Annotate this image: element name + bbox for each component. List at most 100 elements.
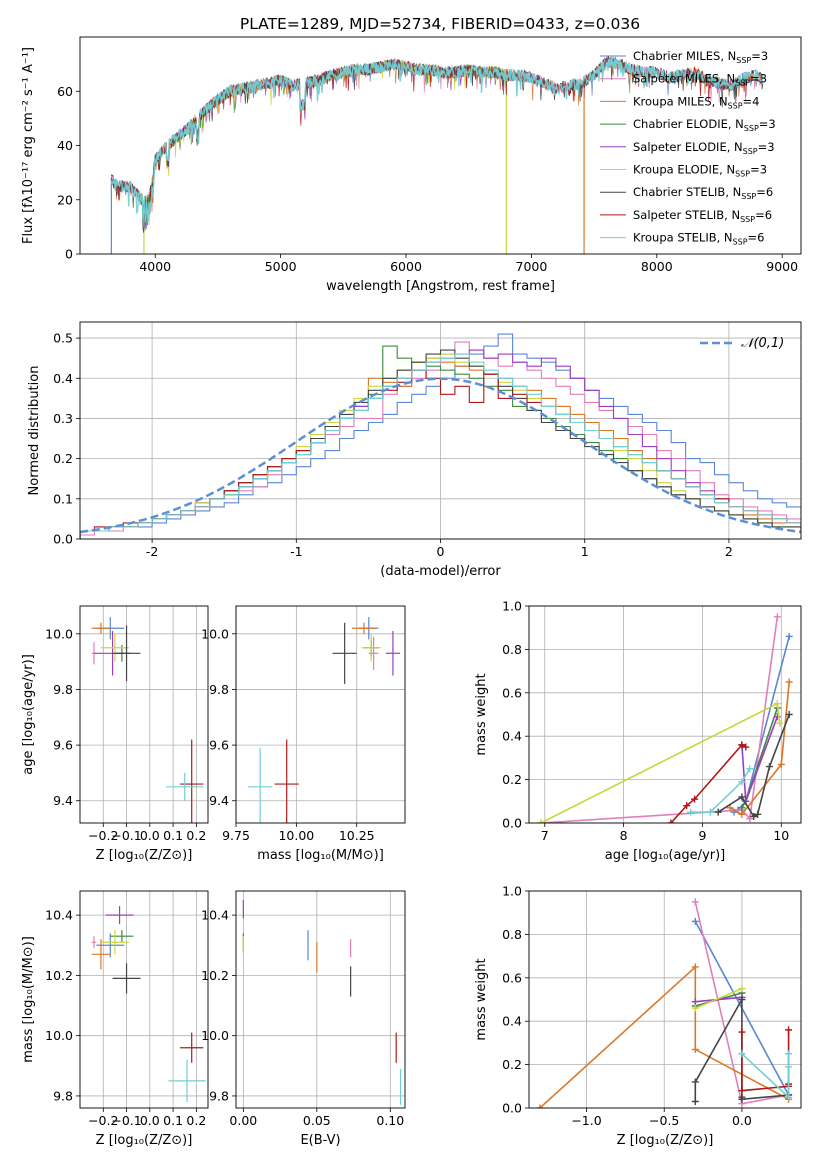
x-tick-label: 0.05 bbox=[303, 1113, 331, 1128]
data-point-marker bbox=[738, 810, 746, 818]
y-tick-label: 9.6 bbox=[209, 738, 229, 753]
panel-spectrum: 4000 5000 6000 7000 8000 9000 0 20 40 60 wavelengt… bbox=[21, 36, 802, 294]
x-tick-label: 0.0 bbox=[732, 1113, 752, 1128]
y-tick-label: 9.4 bbox=[209, 793, 229, 808]
x-tick-label: 6000 bbox=[390, 259, 422, 274]
x-axis-label: wavelength [Angstrom, rest frame] bbox=[326, 279, 555, 294]
data-point-marker bbox=[691, 1004, 699, 1012]
data-point-marker bbox=[738, 1028, 746, 1036]
legend-label: Chabrier MILES, NSSP=3 bbox=[633, 49, 768, 65]
y-tick-label: 40 bbox=[57, 138, 73, 153]
x-tick-label: 0.00 bbox=[229, 1113, 257, 1128]
x-tick-label: −0.1 bbox=[111, 1113, 141, 1128]
data-point-marker bbox=[750, 812, 758, 820]
data-point-marker bbox=[667, 819, 675, 823]
x-tick-label: −0.2 bbox=[88, 828, 118, 843]
legend-label: Kroupa STELIB, NSSP=6 bbox=[633, 231, 764, 247]
x-axis-label: Z [log₁₀(Z/Z⊙)] bbox=[96, 848, 193, 863]
y-tick-label: 0.2 bbox=[502, 1057, 522, 1072]
y-tick-label: 9.8 bbox=[209, 1088, 229, 1103]
y-tick-label: 0.4 bbox=[502, 1014, 522, 1029]
legend-label: Salpeter STELIB, NSSP=6 bbox=[633, 208, 772, 224]
plot-area-mass-vs-Z bbox=[91, 906, 206, 1102]
data-point-marker bbox=[691, 898, 699, 906]
data-point-marker bbox=[785, 1093, 793, 1101]
axes-frame bbox=[528, 605, 802, 824]
weight-series bbox=[540, 616, 779, 823]
y-tick-label: 0.6 bbox=[502, 685, 522, 700]
y-tick-label: 0.4 bbox=[53, 371, 73, 386]
x-tick-label: 4000 bbox=[139, 259, 171, 274]
y-tick-label: 0.0 bbox=[53, 532, 73, 547]
axes-frame bbox=[79, 605, 209, 824]
y-axis-label: mass [log₁₀(M/M⊙)] bbox=[21, 936, 36, 1063]
data-point-marker bbox=[691, 1078, 699, 1086]
x-tick-label: 0.1 bbox=[163, 1113, 183, 1128]
axes-frame bbox=[79, 321, 802, 540]
plot-area-residuals bbox=[80, 333, 801, 539]
y-tick-label: 10.4 bbox=[201, 908, 229, 923]
x-tick-label: 2 bbox=[725, 544, 733, 559]
x-axis-label: Z [log₁₀(Z/Z⊙)] bbox=[617, 1133, 714, 1148]
data-point-marker bbox=[691, 917, 699, 925]
y-tick-label: 10.2 bbox=[45, 968, 73, 983]
data-point-marker bbox=[738, 793, 746, 801]
y-axis-label: mass weight bbox=[474, 958, 489, 1040]
y-tick-label: 0.1 bbox=[53, 491, 73, 506]
x-tick-label: 10.25 bbox=[339, 828, 375, 843]
y-tick-label: 10.0 bbox=[45, 626, 73, 641]
histogram-series bbox=[80, 369, 801, 539]
y-tick-label: 1.0 bbox=[502, 884, 522, 899]
y-tick-label: 10.0 bbox=[201, 1028, 229, 1043]
data-point-marker bbox=[537, 819, 545, 823]
histogram-series bbox=[80, 353, 801, 539]
y-tick-label: 9.8 bbox=[209, 682, 229, 697]
x-tick-label: 0.0 bbox=[140, 828, 160, 843]
data-point-marker bbox=[691, 1097, 699, 1105]
data-point-marker bbox=[738, 996, 746, 1003]
data-point-marker bbox=[691, 998, 699, 1006]
plot-area-spectrum bbox=[110, 55, 764, 254]
data-point-marker bbox=[738, 741, 746, 749]
y-tick-label: 1.0 bbox=[502, 599, 522, 614]
y-tick-label: 0 bbox=[65, 247, 73, 262]
y-tick-label: 0.6 bbox=[502, 970, 522, 985]
data-point-marker bbox=[777, 760, 785, 768]
legend-label: Salpeter MILES, NSSP=3 bbox=[633, 72, 767, 88]
y-axis-label: Normed distribution bbox=[27, 366, 42, 496]
data-point-marker bbox=[746, 765, 754, 773]
data-point-marker bbox=[691, 795, 699, 803]
x-tick-label: 9 bbox=[698, 828, 706, 843]
plot-area-mass-vs-EBV bbox=[242, 900, 402, 1105]
legend-label: Kroupa MILES, NSSP=4 bbox=[633, 94, 759, 110]
x-tick-label: 5000 bbox=[265, 259, 297, 274]
x-tick-label: -1 bbox=[290, 544, 302, 559]
y-tick-label: 9.8 bbox=[53, 682, 73, 697]
legend-label: Salpeter ELODIE, NSSP=3 bbox=[633, 140, 775, 156]
data-point-marker bbox=[714, 808, 722, 816]
data-point-marker bbox=[536, 1104, 544, 1108]
y-tick-label: 0.2 bbox=[502, 772, 522, 787]
data-point-marker bbox=[765, 763, 773, 771]
data-point-marker bbox=[738, 1095, 746, 1103]
x-tick-label: 10 bbox=[773, 828, 789, 843]
x-tick-label: 0.2 bbox=[186, 828, 206, 843]
x-tick-label: 1 bbox=[581, 544, 589, 559]
data-point-marker bbox=[776, 719, 784, 727]
panel-weight-vs-age: 7 8 9 10 0.0 0.2 0.4 0.6 0.8 1.0 age [log₁₀(age/yr… bbox=[474, 599, 802, 863]
x-tick-label: −1.0 bbox=[571, 1113, 601, 1128]
data-point-marker bbox=[738, 804, 746, 812]
data-point-marker bbox=[785, 1026, 793, 1034]
axes-frame bbox=[235, 605, 406, 824]
x-axis-label: mass [log₁₀(M/M⊙)] bbox=[257, 848, 384, 863]
data-point-marker bbox=[746, 815, 754, 823]
x-tick-label: 0.1 bbox=[163, 828, 183, 843]
legend-label: Chabrier ELODIE, NSSP=3 bbox=[633, 117, 776, 133]
gaussian-curve bbox=[80, 377, 801, 534]
data-point-marker bbox=[754, 810, 762, 818]
x-tick-label: 7 bbox=[541, 828, 549, 843]
legend: Chabrier MILES, NSSP=3 Salpeter MILES, NS… bbox=[600, 49, 776, 247]
axes-frame bbox=[235, 890, 406, 1109]
data-point-marker bbox=[738, 1087, 746, 1095]
axes-frame bbox=[528, 890, 802, 1109]
